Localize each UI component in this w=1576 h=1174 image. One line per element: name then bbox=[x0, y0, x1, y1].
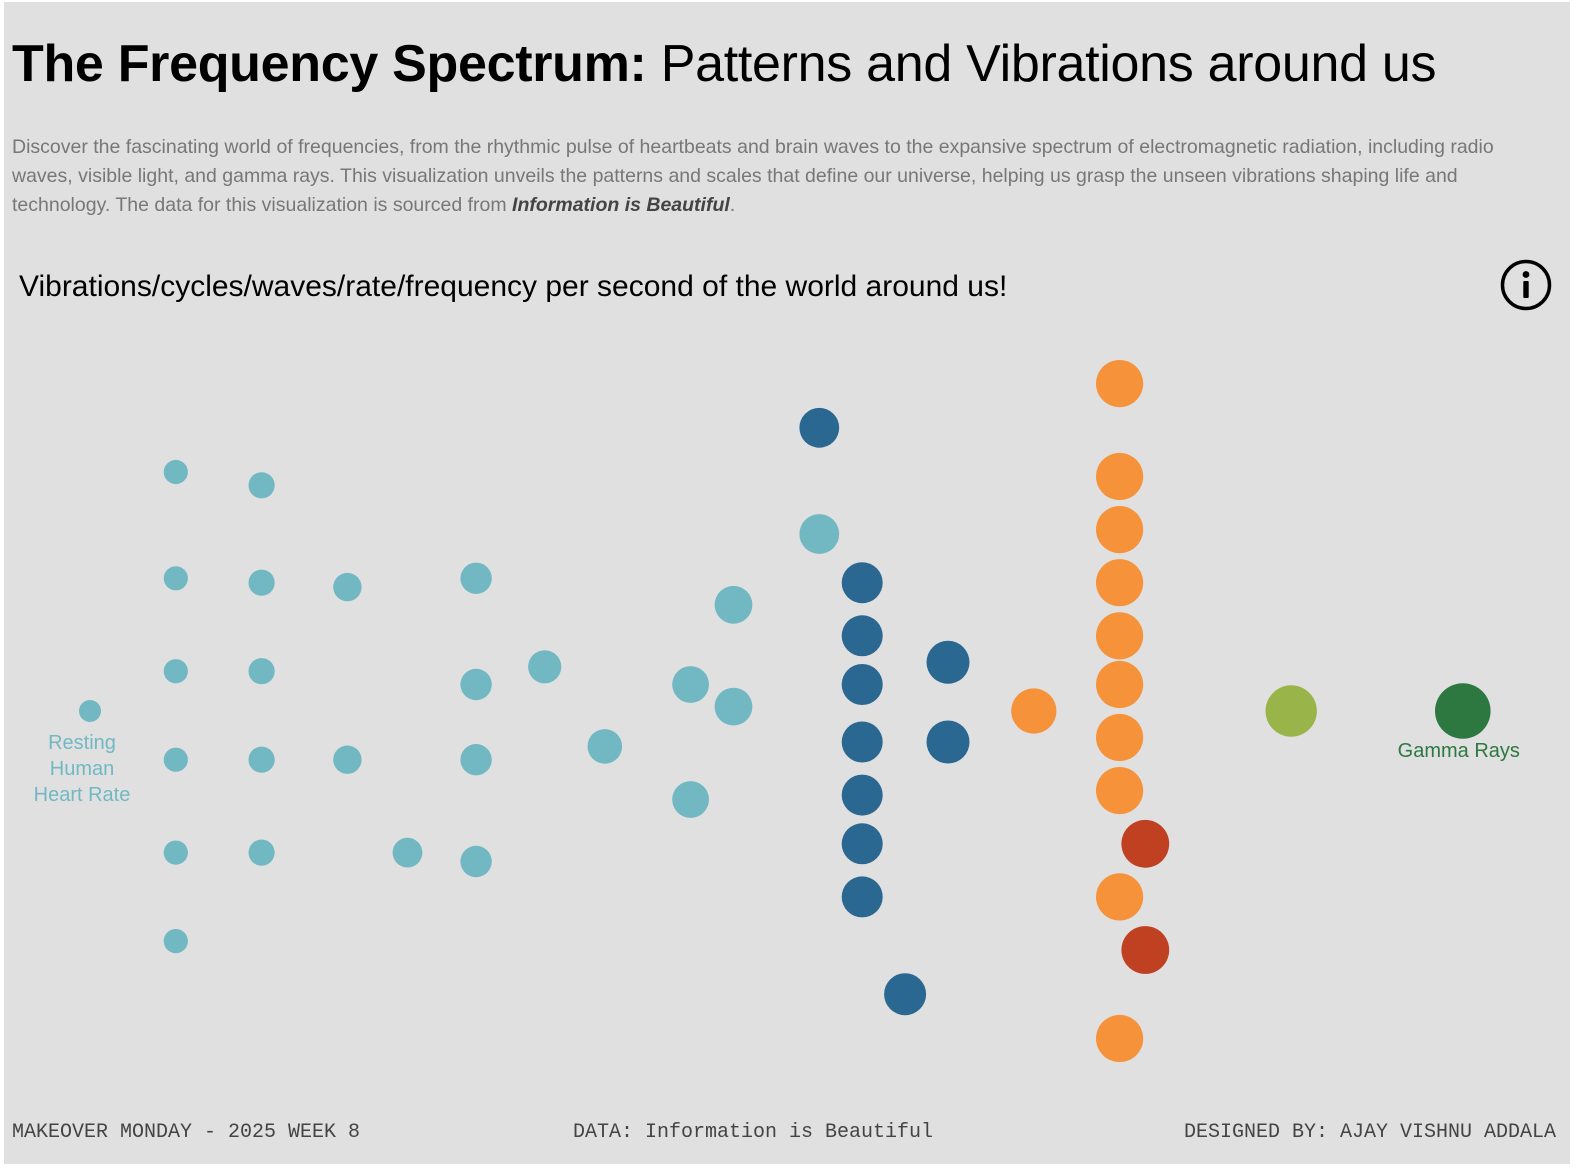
data-point[interactable] bbox=[672, 666, 709, 703]
data-point[interactable] bbox=[333, 572, 362, 602]
chart-annotations: Resting Human Heart Rate Gamma Rays bbox=[34, 732, 1520, 806]
description-text: Discover the fascinating world of freque… bbox=[12, 133, 1552, 220]
annotation-line: Human bbox=[50, 758, 114, 780]
data-point[interactable] bbox=[1096, 505, 1144, 554]
footer-designer-credit: DESIGNED BY: AJAY VISHNU ADDALA bbox=[1183, 1121, 1556, 1144]
description-body: Discover the fascinating world of freque… bbox=[12, 136, 1494, 216]
data-point[interactable] bbox=[1096, 767, 1144, 815]
data-point[interactable] bbox=[163, 929, 188, 954]
data-point[interactable] bbox=[248, 658, 275, 685]
data-point[interactable] bbox=[248, 746, 275, 773]
data-point[interactable] bbox=[841, 721, 883, 763]
data-point[interactable] bbox=[460, 668, 492, 701]
data-point[interactable] bbox=[1435, 683, 1491, 739]
data-point[interactable] bbox=[1096, 612, 1144, 660]
data-point[interactable] bbox=[841, 615, 883, 657]
data-point[interactable] bbox=[1011, 688, 1057, 734]
annotation-line: Resting bbox=[48, 732, 116, 754]
data-point[interactable] bbox=[841, 562, 883, 604]
title-bold-part: The Frequency Spectrum: bbox=[12, 35, 647, 93]
data-point[interactable] bbox=[587, 729, 623, 764]
data-point[interactable] bbox=[884, 973, 927, 1016]
annotation-line: Heart Rate bbox=[34, 784, 131, 806]
data-point[interactable] bbox=[163, 840, 188, 865]
annotation-label: Gamma Rays bbox=[1398, 740, 1520, 762]
data-point[interactable] bbox=[799, 514, 840, 554]
annotation-line: Gamma Rays bbox=[1398, 740, 1520, 762]
data-point[interactable] bbox=[841, 664, 883, 705]
data-point[interactable] bbox=[460, 845, 492, 878]
chart-marks bbox=[79, 360, 1491, 1063]
data-point[interactable] bbox=[528, 650, 562, 684]
data-point[interactable] bbox=[1096, 713, 1144, 762]
data-point[interactable] bbox=[1096, 360, 1144, 408]
data-point[interactable] bbox=[248, 839, 275, 866]
data-point[interactable] bbox=[799, 407, 840, 448]
annotation-label: Resting Human Heart Rate bbox=[34, 732, 131, 806]
data-point[interactable] bbox=[248, 472, 275, 499]
data-point[interactable] bbox=[79, 700, 101, 722]
description-end: . bbox=[729, 194, 736, 216]
data-point[interactable] bbox=[333, 745, 362, 774]
chart-subtitle: Vibrations/cycles/waves/rate/frequency p… bbox=[19, 270, 1008, 303]
data-point[interactable] bbox=[841, 876, 883, 918]
page-title: The Frequency Spectrum: Patterns and Vib… bbox=[12, 34, 1436, 94]
data-point[interactable] bbox=[672, 781, 709, 818]
data-point[interactable] bbox=[163, 566, 188, 591]
data-point[interactable] bbox=[1096, 1014, 1144, 1063]
data-point[interactable] bbox=[392, 837, 423, 868]
description-source: Information is Beautiful bbox=[512, 194, 730, 216]
data-point[interactable] bbox=[1096, 452, 1144, 501]
data-point[interactable] bbox=[714, 687, 753, 726]
data-point[interactable] bbox=[1265, 685, 1317, 737]
data-point[interactable] bbox=[926, 720, 970, 764]
data-point[interactable] bbox=[460, 744, 492, 776]
data-point[interactable] bbox=[1096, 873, 1144, 921]
data-point[interactable] bbox=[460, 562, 492, 594]
title-rest-part: Patterns and Vibrations around us bbox=[646, 35, 1437, 93]
footer-makeover-label: MAKEOVER MONDAY - 2025 WEEK 8 bbox=[12, 1121, 361, 1144]
data-point[interactable] bbox=[163, 659, 188, 684]
data-point[interactable] bbox=[163, 747, 188, 772]
data-point[interactable] bbox=[926, 640, 970, 684]
data-point[interactable] bbox=[163, 459, 188, 485]
info-circle-icon[interactable] bbox=[1500, 259, 1552, 311]
footer-data-source: DATA: Information is Beautiful bbox=[573, 1121, 934, 1144]
data-point[interactable] bbox=[1121, 819, 1170, 868]
data-point[interactable] bbox=[1121, 926, 1170, 974]
data-point[interactable] bbox=[841, 774, 883, 816]
data-point[interactable] bbox=[1096, 559, 1144, 607]
data-point[interactable] bbox=[248, 569, 275, 596]
data-point[interactable] bbox=[714, 585, 753, 624]
data-point[interactable] bbox=[1096, 660, 1144, 709]
data-point[interactable] bbox=[841, 823, 883, 865]
